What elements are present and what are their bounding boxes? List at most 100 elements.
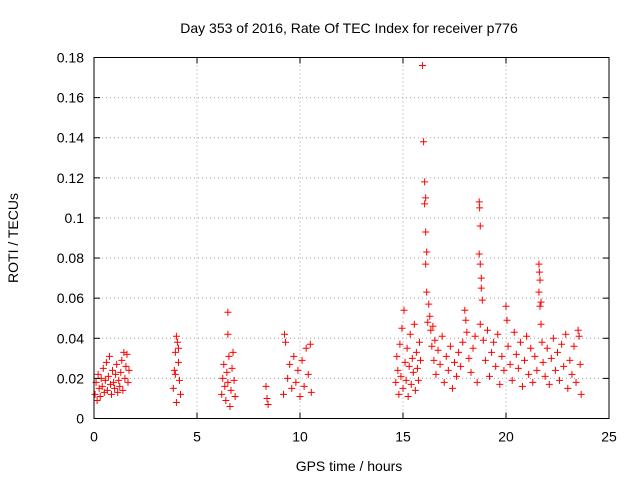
data-point bbox=[393, 352, 401, 360]
data-point bbox=[114, 388, 122, 396]
y-axis-label: ROTI / TECUs bbox=[5, 193, 21, 283]
data-point bbox=[101, 376, 109, 384]
data-point bbox=[529, 378, 537, 386]
data-point bbox=[123, 350, 131, 358]
x-tick-label: 0 bbox=[90, 429, 98, 445]
data-point bbox=[290, 352, 298, 360]
data-point bbox=[560, 362, 568, 370]
data-point bbox=[395, 390, 403, 398]
data-points bbox=[91, 62, 585, 410]
data-point bbox=[228, 364, 236, 372]
data-point bbox=[438, 332, 446, 340]
data-point bbox=[300, 382, 308, 390]
data-point bbox=[577, 390, 585, 398]
data-point bbox=[457, 362, 465, 370]
data-point bbox=[398, 324, 406, 332]
y-tick-label: 0.08 bbox=[57, 250, 84, 266]
x-tick-label: 10 bbox=[292, 429, 308, 445]
data-point bbox=[224, 330, 232, 338]
data-point bbox=[436, 360, 444, 368]
data-point bbox=[423, 288, 431, 296]
data-point bbox=[221, 382, 229, 390]
y-tick-label: 0.16 bbox=[57, 90, 84, 106]
data-point bbox=[545, 380, 553, 388]
data-point bbox=[496, 380, 504, 388]
y-tick-label: 0.1 bbox=[65, 210, 85, 226]
data-point bbox=[420, 138, 428, 146]
data-point bbox=[406, 330, 414, 338]
data-point bbox=[413, 364, 421, 372]
data-point bbox=[486, 372, 494, 380]
data-point bbox=[113, 360, 121, 368]
data-point bbox=[502, 302, 510, 310]
data-point bbox=[110, 378, 118, 386]
data-point bbox=[262, 382, 270, 390]
data-point bbox=[558, 340, 566, 348]
data-point bbox=[537, 298, 545, 306]
data-point bbox=[109, 366, 117, 374]
data-point bbox=[405, 362, 413, 370]
data-point bbox=[475, 198, 483, 206]
data-point bbox=[422, 260, 430, 268]
data-point bbox=[481, 356, 489, 364]
data-point bbox=[172, 332, 180, 340]
data-point bbox=[171, 348, 179, 356]
data-point bbox=[223, 368, 231, 376]
data-point bbox=[461, 306, 469, 314]
data-point bbox=[503, 316, 511, 324]
data-point bbox=[453, 372, 461, 380]
data-point bbox=[224, 308, 232, 316]
data-point bbox=[119, 386, 127, 394]
data-point bbox=[541, 372, 549, 380]
data-point bbox=[572, 378, 580, 386]
data-point bbox=[556, 376, 564, 384]
data-point bbox=[222, 396, 230, 404]
data-point bbox=[518, 382, 526, 390]
data-point bbox=[508, 376, 516, 384]
data-point bbox=[172, 398, 180, 406]
data-point bbox=[476, 222, 484, 230]
data-point bbox=[169, 384, 177, 392]
data-point bbox=[394, 366, 402, 374]
data-point bbox=[124, 378, 132, 386]
data-point bbox=[220, 360, 228, 368]
data-point bbox=[173, 338, 181, 346]
data-point bbox=[426, 312, 434, 320]
data-point bbox=[547, 354, 555, 362]
data-point bbox=[298, 356, 306, 364]
data-point bbox=[112, 370, 120, 378]
data-point bbox=[448, 384, 456, 392]
data-point bbox=[471, 332, 479, 340]
data-point bbox=[459, 338, 467, 346]
data-point bbox=[403, 344, 411, 352]
data-point bbox=[292, 378, 300, 386]
data-point bbox=[570, 342, 578, 350]
data-point bbox=[409, 368, 417, 376]
data-point bbox=[417, 356, 425, 364]
data-point bbox=[476, 204, 484, 212]
data-point bbox=[521, 356, 529, 364]
data-point bbox=[442, 352, 450, 360]
data-point bbox=[536, 276, 544, 284]
data-point bbox=[492, 362, 500, 370]
data-point bbox=[539, 358, 547, 366]
data-point bbox=[122, 362, 130, 370]
data-point bbox=[477, 274, 485, 282]
chart-title: Day 353 of 2016, Rate Of TEC Index for r… bbox=[180, 20, 518, 36]
data-point bbox=[99, 364, 107, 372]
data-point bbox=[479, 336, 487, 344]
data-point bbox=[564, 384, 572, 392]
data-point bbox=[500, 366, 508, 374]
data-point bbox=[473, 378, 481, 386]
data-point bbox=[408, 354, 416, 362]
data-point bbox=[263, 394, 271, 402]
y-tick-label: 0.14 bbox=[57, 130, 84, 146]
data-point bbox=[538, 338, 546, 346]
x-axis-label: GPS time / hours bbox=[296, 458, 403, 474]
data-point bbox=[98, 382, 106, 390]
data-point bbox=[121, 374, 129, 382]
data-point bbox=[116, 382, 124, 390]
data-point bbox=[430, 356, 438, 364]
data-point bbox=[428, 342, 436, 350]
data-point bbox=[111, 384, 119, 392]
